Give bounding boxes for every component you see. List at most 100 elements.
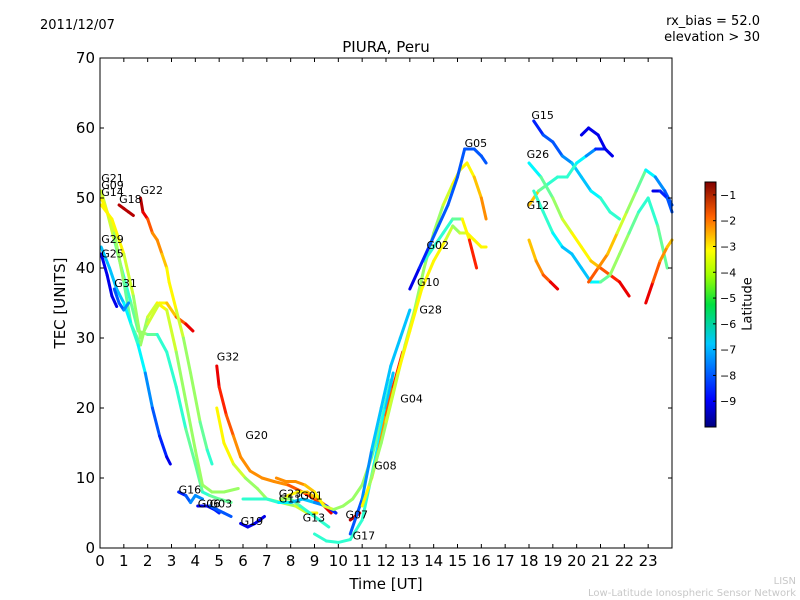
prn-label: G03: [210, 497, 233, 510]
track-segment: [653, 175, 667, 193]
track-segment: [146, 301, 162, 326]
track-segment: [184, 322, 195, 333]
track-segment: [293, 480, 307, 487]
track-segment: [665, 196, 674, 214]
prn-label: G01: [300, 490, 323, 503]
track-segment: [589, 189, 602, 200]
prn-label: G10: [417, 276, 440, 289]
prn-label: G07: [345, 509, 368, 522]
track-segment: [460, 217, 471, 242]
track-segment: [541, 133, 555, 144]
track-segment: [181, 336, 193, 375]
satellite-track: [208, 504, 233, 518]
track-segment: [205, 448, 214, 466]
track-segment: [551, 196, 564, 221]
track-segment: [146, 217, 154, 235]
track-segment: [317, 518, 331, 529]
track-segment: [167, 280, 178, 312]
track-segment: [367, 441, 383, 487]
track-segment: [422, 245, 436, 263]
track-segment: [472, 147, 483, 158]
elevation-label: elevation > 30: [664, 30, 760, 45]
track-segment: [136, 343, 147, 375]
track-segment: [441, 217, 455, 235]
prn-label: G12: [527, 199, 550, 212]
x-tick-label: 4: [191, 552, 201, 570]
date-label: 2011/12/07: [40, 18, 115, 33]
track-segment: [222, 487, 240, 494]
track-segment: [155, 333, 169, 354]
x-tick-label: 15: [448, 552, 467, 570]
track-segment: [215, 364, 221, 389]
prn-label: G31: [114, 277, 137, 290]
track-segment: [551, 231, 564, 249]
track-segment: [596, 252, 610, 270]
x-tick-label: 21: [591, 552, 610, 570]
track-segment: [456, 147, 467, 179]
track-segment: [146, 301, 159, 319]
track-segment: [436, 203, 450, 228]
satellite-track: [527, 147, 607, 207]
track-segment: [599, 196, 612, 214]
colorbar-tick-label: −1: [720, 189, 736, 202]
x-tick-label: 17: [496, 552, 515, 570]
x-tick-label: 1: [119, 552, 129, 570]
satellite-track: [139, 196, 214, 466]
track-segment: [646, 196, 660, 228]
track-segment: [379, 364, 393, 410]
track-segment: [446, 175, 459, 207]
track-segment: [479, 154, 488, 165]
track-segment: [160, 252, 169, 270]
track-segment: [596, 133, 607, 151]
colorbar-tick-label: −9: [720, 395, 736, 408]
satellite-track: [587, 168, 674, 284]
prn-label: G04: [400, 392, 423, 405]
track-segment: [224, 413, 235, 438]
track-segment: [584, 147, 598, 158]
track-segment: [441, 182, 455, 207]
track-segment: [110, 217, 126, 256]
track-segment: [579, 245, 593, 263]
track-segment: [184, 399, 197, 452]
track-segment: [587, 266, 600, 284]
track-segment: [298, 504, 312, 515]
track-segment: [193, 462, 204, 494]
track-segment: [644, 168, 657, 179]
track-segment: [615, 210, 629, 235]
colorbar-tick-label: −5: [720, 292, 736, 305]
prn-label: G16: [179, 483, 202, 496]
track-segment: [301, 497, 316, 504]
track-segment: [131, 294, 143, 340]
colorbar-tick-label: −4: [720, 266, 736, 279]
track-segment: [527, 189, 541, 207]
satellite-track: [99, 196, 240, 494]
track-segment: [99, 245, 112, 270]
track-segment: [575, 154, 588, 165]
satellite-track: [532, 189, 669, 284]
satellite-track: [117, 203, 135, 217]
track-segment: [472, 175, 483, 200]
track-segment: [165, 308, 178, 354]
satellite-track: [527, 238, 560, 291]
x-tick-label: 6: [238, 552, 248, 570]
track-segment: [656, 224, 669, 270]
track-segment: [129, 322, 140, 347]
track-segment: [637, 196, 650, 214]
track-segment: [532, 189, 545, 214]
track-segment: [534, 259, 545, 277]
track-segment: [599, 266, 612, 277]
track-segment: [322, 504, 336, 511]
track-segment: [420, 259, 436, 291]
track-segment: [384, 371, 395, 410]
track-segment: [108, 266, 119, 291]
track-segment: [413, 266, 426, 312]
track-segment: [243, 476, 259, 490]
prn-label: G05: [465, 137, 488, 150]
satellite-track: [348, 308, 412, 536]
track-segment: [603, 147, 614, 158]
track-segment: [174, 308, 185, 340]
track-segment: [467, 238, 479, 270]
track-segment: [165, 455, 172, 466]
y-tick-label: 20: [76, 399, 95, 417]
